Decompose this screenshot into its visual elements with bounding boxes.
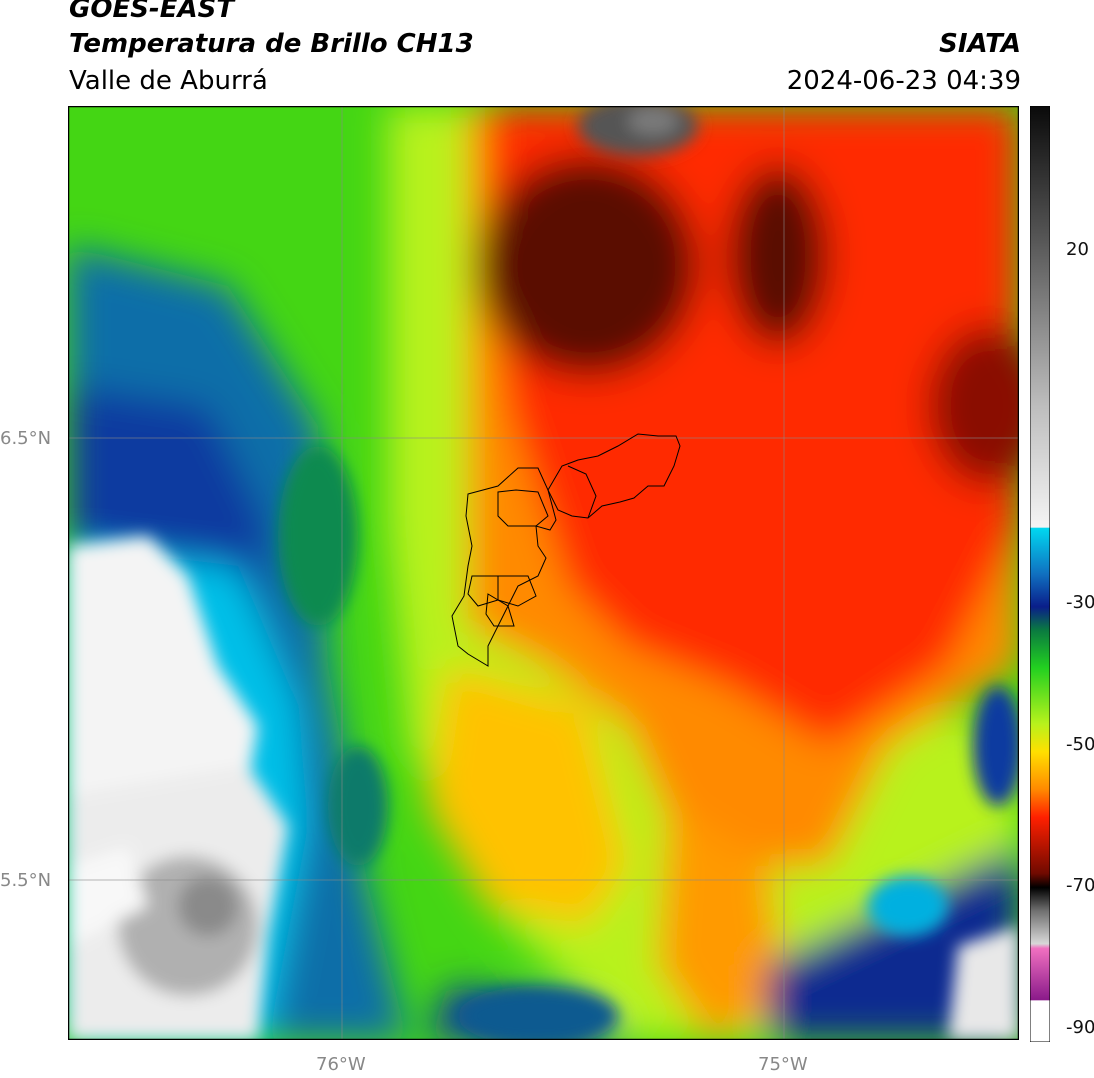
brightness-temperature-map [68, 106, 1019, 1040]
lat-label-5-5n: 5.5°N [0, 870, 52, 891]
colorbar-tick-minus90: -90 [1066, 1017, 1094, 1038]
colorbar-tick-minus50: -50 [1066, 734, 1094, 755]
colorbar [1030, 106, 1050, 1042]
satellite-title: GOES-EAST [69, 0, 235, 24]
brand-label: SIATA [939, 29, 1021, 59]
datetime-label: 2024-06-23 04:39 [786, 66, 1021, 96]
colorbar-tick-20: 20 [1066, 239, 1089, 260]
region-subtitle: Valle de Aburrá [69, 66, 268, 96]
colorbar-tick-minus30: -30 [1066, 592, 1094, 613]
product-title: Temperatura de Brillo CH13 [69, 29, 474, 59]
municipality-boundaries [451, 433, 681, 667]
colorbar-tick-minus70: -70 [1066, 875, 1094, 896]
lat-label-6-5n: 6.5°N [0, 428, 52, 449]
lon-label-75w: 75°W [758, 1054, 808, 1075]
lon-label-76w: 76°W [316, 1054, 366, 1075]
